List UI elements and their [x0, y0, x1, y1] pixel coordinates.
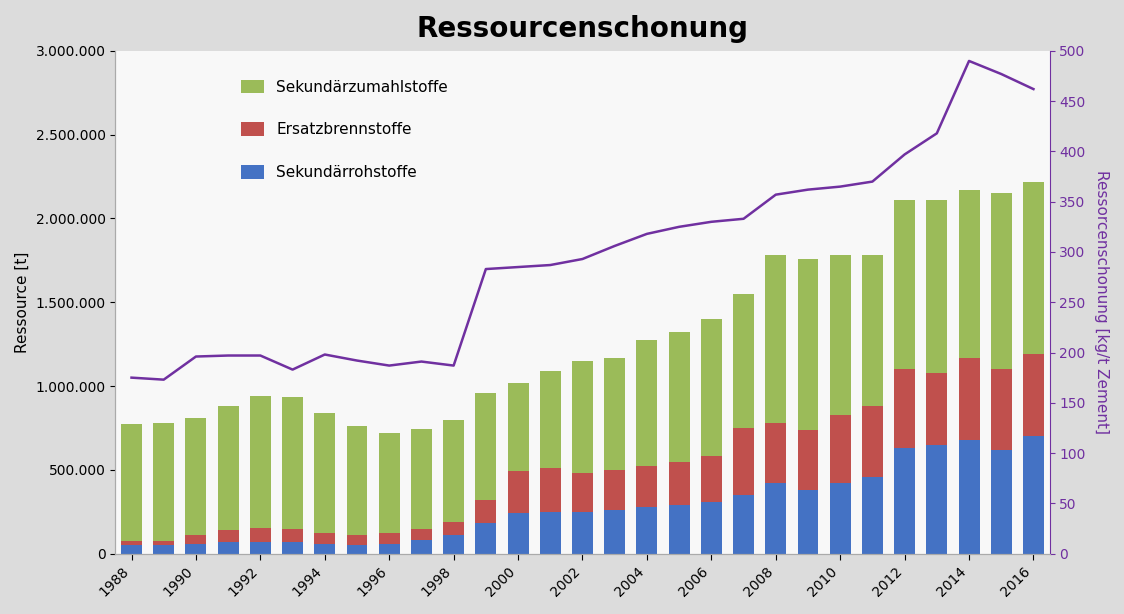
Bar [733, 294, 754, 428]
Bar [636, 507, 658, 554]
Bar [218, 530, 238, 542]
Bar [379, 534, 400, 545]
Bar [121, 424, 142, 541]
Bar [830, 483, 851, 554]
Legend: Sekundärzumahlstoffe, Ersatzbrennstoffe, Sekundärrohstoffe: Sekundärzumahlstoffe, Ersatzbrennstoffe,… [235, 74, 454, 186]
Bar [765, 483, 786, 554]
Bar [669, 332, 690, 462]
Bar [669, 462, 690, 505]
Bar [1023, 354, 1044, 437]
Bar [830, 414, 851, 483]
Bar [895, 369, 915, 448]
Bar [959, 357, 979, 440]
Bar [701, 502, 722, 554]
Bar [282, 529, 303, 542]
Bar [218, 406, 238, 530]
Bar [185, 535, 207, 543]
Bar [605, 510, 625, 554]
Bar [733, 495, 754, 554]
Bar [701, 319, 722, 456]
Bar [250, 396, 271, 529]
Bar [540, 511, 561, 554]
Bar [508, 472, 528, 513]
Bar [572, 511, 593, 554]
Bar [605, 470, 625, 510]
Bar [475, 500, 497, 523]
Bar [862, 476, 882, 554]
Bar [926, 445, 948, 554]
Bar [701, 456, 722, 502]
Bar [315, 534, 335, 545]
Bar [411, 529, 432, 540]
Bar [346, 426, 368, 535]
Bar [185, 418, 207, 535]
Bar [990, 369, 1012, 449]
Bar [733, 428, 754, 495]
Bar [218, 542, 238, 554]
Bar [862, 255, 882, 406]
Bar [990, 449, 1012, 554]
Bar [605, 357, 625, 470]
Bar [411, 540, 432, 554]
Y-axis label: Ressorcenschonung [kg/t Zement]: Ressorcenschonung [kg/t Zement] [1094, 170, 1109, 434]
Bar [669, 505, 690, 554]
Bar [411, 429, 432, 529]
Bar [379, 545, 400, 554]
Bar [315, 545, 335, 554]
Bar [282, 542, 303, 554]
Bar [1023, 182, 1044, 354]
Bar [830, 255, 851, 414]
Bar [572, 361, 593, 473]
Bar [346, 535, 368, 545]
Bar [185, 543, 207, 554]
Bar [443, 522, 464, 535]
Bar [443, 419, 464, 522]
Bar [508, 383, 528, 472]
Bar [153, 540, 174, 545]
Bar [315, 413, 335, 534]
Bar [153, 423, 174, 540]
Bar [121, 545, 142, 554]
Bar [862, 406, 882, 476]
Bar [798, 430, 818, 490]
Bar [1023, 437, 1044, 554]
Bar [540, 371, 561, 468]
Bar [346, 545, 368, 554]
Bar [895, 200, 915, 369]
Bar [926, 373, 948, 445]
Bar [636, 340, 658, 465]
Bar [475, 393, 497, 500]
Bar [443, 535, 464, 554]
Bar [508, 513, 528, 554]
Bar [121, 541, 142, 545]
Bar [250, 542, 271, 554]
Bar [153, 545, 174, 554]
Bar [959, 190, 979, 357]
Bar [540, 468, 561, 511]
Bar [990, 193, 1012, 369]
Y-axis label: Ressource [t]: Ressource [t] [15, 252, 30, 353]
Bar [636, 465, 658, 507]
Bar [798, 258, 818, 430]
Bar [959, 440, 979, 554]
Bar [895, 448, 915, 554]
Bar [250, 529, 271, 542]
Bar [572, 473, 593, 511]
Bar [765, 255, 786, 423]
Bar [798, 490, 818, 554]
Bar [765, 423, 786, 483]
Bar [475, 523, 497, 554]
Title: Ressourcenschonung: Ressourcenschonung [417, 15, 749, 43]
Bar [379, 433, 400, 534]
Bar [926, 200, 948, 373]
Bar [282, 397, 303, 529]
